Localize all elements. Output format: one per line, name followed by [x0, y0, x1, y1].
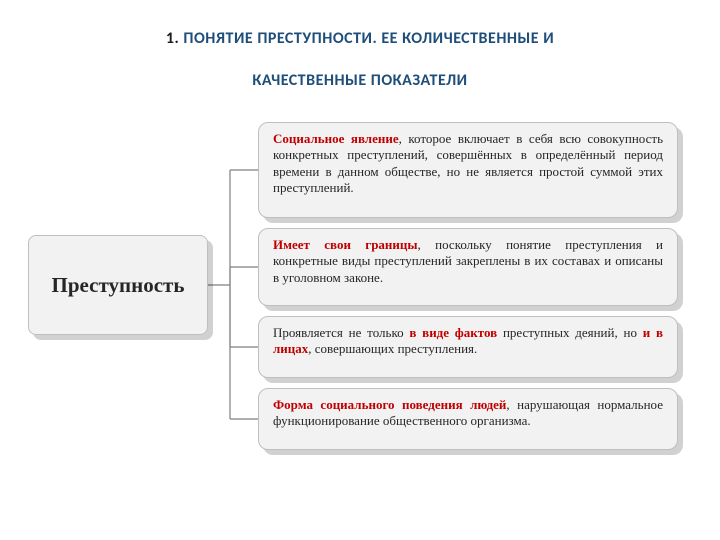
definition-emphasis: Имеет свои границы — [273, 237, 418, 252]
definition-box: Имеет свои границы, поскольку понятие пр… — [258, 228, 678, 306]
definition-run: , совершающих преступления. — [308, 341, 477, 356]
definition-text: Проявляется не только в виде фактов прес… — [273, 325, 663, 358]
definition-box: Социальное явление, которое включает в с… — [258, 122, 678, 218]
main-concept-box: Преступность — [28, 235, 208, 335]
definition-text: Социальное явление, которое включает в с… — [273, 131, 663, 196]
definition-emphasis: Социальное явление — [273, 131, 399, 146]
definition-text: Форма социального поведения людей, наруш… — [273, 397, 663, 430]
title-line2: КАЧЕСТВЕННЫЕ ПОКАЗАТЕЛИ — [252, 71, 467, 90]
slide-title: 1. ПОНЯТИЕ ПРЕСТУПНОСТИ. ЕЕ КОЛИЧЕСТВЕНН… — [40, 18, 680, 101]
definition-box: Форма социального поведения людей, наруш… — [258, 388, 678, 450]
definition-text: Имеет свои границы, поскольку понятие пр… — [273, 237, 663, 286]
main-concept-label: Преступность — [52, 273, 185, 298]
title-number: 1. — [166, 29, 184, 48]
definition-emphasis: в виде фактов — [409, 325, 497, 340]
title-line1: ПОНЯТИЕ ПРЕСТУПНОСТИ. ЕЕ КОЛИЧЕСТВЕННЫЕ … — [183, 29, 554, 48]
definition-emphasis: Форма социального поведения людей — [273, 397, 506, 412]
definition-run: преступных деяний, но — [497, 325, 643, 340]
definition-run: Проявляется не только — [273, 325, 409, 340]
definition-box: Проявляется не только в виде фактов прес… — [258, 316, 678, 378]
